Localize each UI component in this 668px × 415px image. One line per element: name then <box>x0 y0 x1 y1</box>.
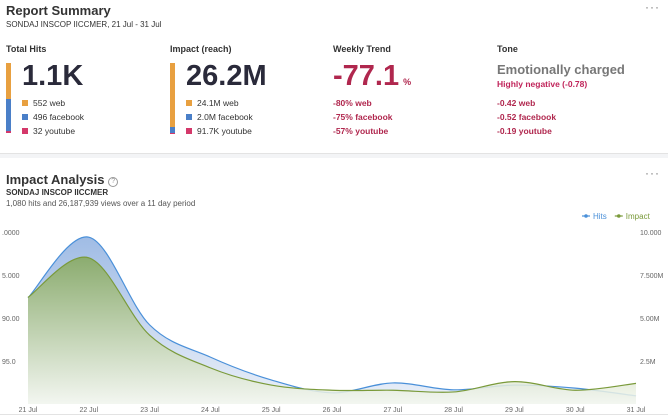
y2-tick-label: 10.000 <box>640 230 662 237</box>
y-tick-label: 90.00 <box>2 316 20 323</box>
x-tick-label: 23 Jul <box>140 407 159 414</box>
y-tick-label: 5.000 <box>2 273 20 280</box>
x-tick-label: 25 Jul <box>262 407 281 414</box>
y2-tick-label: 7.500M <box>640 273 664 280</box>
legend-label: Impact <box>626 212 651 221</box>
x-tick-label: 21 Jul <box>19 407 38 414</box>
x-tick-label: 24 Jul <box>201 407 220 414</box>
y-tick-label: .0000 <box>2 230 20 237</box>
x-tick-label: 27 Jul <box>383 407 402 414</box>
legend-dot <box>584 214 588 218</box>
x-tick-label: 26 Jul <box>323 407 342 414</box>
x-tick-label: 29 Jul <box>505 407 524 414</box>
x-tick-label: 31 Jul <box>627 407 646 414</box>
x-tick-label: 30 Jul <box>566 407 585 414</box>
y2-tick-label: 2.5M <box>640 359 656 366</box>
legend-label: Hits <box>593 212 607 221</box>
x-tick-label: 28 Jul <box>444 407 463 414</box>
y2-tick-label: 5.00M <box>640 316 660 323</box>
x-tick-label: 22 Jul <box>79 407 98 414</box>
y-tick-label: 95.0 <box>2 359 16 366</box>
legend-dot <box>617 214 621 218</box>
